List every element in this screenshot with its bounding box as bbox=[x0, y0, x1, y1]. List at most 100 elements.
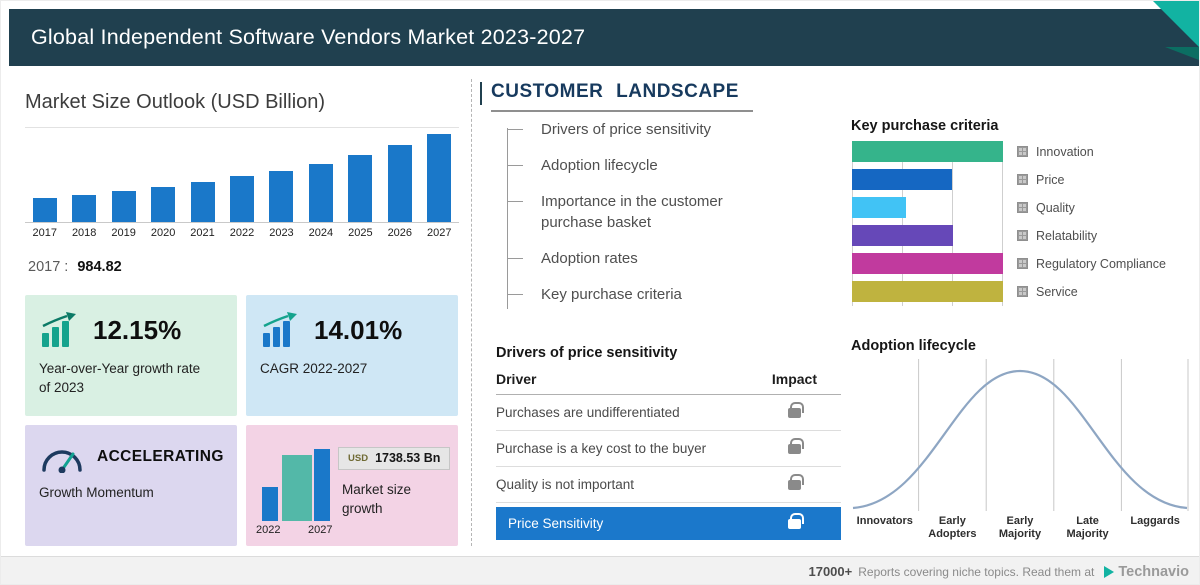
market-size-bar bbox=[308, 164, 333, 222]
price-driver-row[interactable]: Price Sensitivity bbox=[496, 507, 841, 540]
price-drivers-table-header: Driver Impact bbox=[496, 369, 841, 395]
market-size-bar-column bbox=[25, 198, 64, 222]
purchase-criteria-chart bbox=[852, 141, 1003, 306]
market-growth-card: 2022 2027 USD 1738.53 Bn Market size gro… bbox=[246, 425, 458, 546]
price-driver-row: Purchases are undifferentiated bbox=[496, 395, 841, 431]
market-size-bar-column bbox=[64, 195, 103, 222]
customer-landscape-title: CUSTOMER LANDSCAPE bbox=[491, 81, 753, 112]
adoption-stage-label: Early Majority bbox=[998, 515, 1042, 540]
mini-year-end: 2027 bbox=[308, 524, 333, 536]
badge-value: 1738.53 Bn bbox=[375, 451, 441, 465]
year-tick-label: 2017 bbox=[32, 227, 57, 239]
technavio-mark-icon bbox=[1104, 565, 1115, 578]
year-tick-label: 2019 bbox=[111, 227, 136, 239]
criteria-bar bbox=[852, 169, 952, 190]
criteria-bar bbox=[852, 197, 907, 218]
price-drivers-title: Drivers of price sensitivity bbox=[496, 345, 678, 361]
driver-label: Price Sensitivity bbox=[508, 516, 604, 531]
adoption-stage-label: Late Majority bbox=[1066, 515, 1109, 540]
market-growth-label: Market size growth bbox=[342, 482, 412, 516]
market-size-bar-column bbox=[183, 182, 222, 222]
market-size-bar bbox=[229, 176, 254, 222]
market-size-bar-column bbox=[380, 145, 419, 222]
cagr-chart-icon bbox=[263, 312, 297, 347]
market-size-bar-column bbox=[301, 164, 340, 222]
section-divider bbox=[471, 79, 472, 546]
criteria-bar-row bbox=[852, 253, 1003, 274]
customer-landscape-item: Adoption rates bbox=[507, 248, 817, 269]
market-size-bar-column bbox=[341, 155, 380, 222]
year-tick-label: 2024 bbox=[308, 227, 334, 239]
impact-column-header: Impact bbox=[771, 371, 817, 387]
criteria-bar-row bbox=[852, 169, 1003, 190]
year-tick-label: 2027 bbox=[427, 227, 452, 239]
legend-label: Relatability bbox=[1036, 228, 1098, 243]
criteria-bar bbox=[852, 281, 1003, 302]
bar-2022 bbox=[262, 487, 278, 521]
legend-label: Price bbox=[1036, 172, 1065, 187]
market-size-year-axis: 2017 2018 2019 2020 2021 2022 2023 2024 2025 2026… bbox=[25, 227, 459, 239]
market-size-bar bbox=[111, 191, 136, 222]
page-title: Global Independent Software Vendors Mark… bbox=[31, 25, 586, 49]
driver-column-header: Driver bbox=[496, 371, 537, 387]
customer-landscape-item: Importance in the customer purchase bask… bbox=[507, 191, 759, 233]
lock-icon bbox=[788, 473, 804, 490]
technavio-logo[interactable]: Technavio bbox=[1104, 564, 1189, 580]
badge-currency: USD bbox=[348, 452, 369, 464]
market-size-bar-column bbox=[104, 191, 143, 222]
year-tick-label: 2020 bbox=[150, 227, 176, 239]
driver-label: Quality is not important bbox=[496, 477, 635, 492]
market-size-bar bbox=[269, 171, 294, 222]
adoption-lifecycle-chart bbox=[851, 359, 1189, 511]
bell-curve-icon bbox=[852, 359, 1189, 511]
criteria-bar-row bbox=[852, 281, 1003, 302]
criteria-bar-row bbox=[852, 141, 1003, 162]
criteria-bar-row bbox=[852, 197, 1003, 218]
lock-icon bbox=[788, 401, 804, 418]
driver-label: Purchases are undifferentiated bbox=[496, 405, 680, 420]
legend-marker-icon bbox=[1017, 258, 1028, 269]
purchase-criteria-legend: Innovation Price Quality Relatability Regula… bbox=[1017, 141, 1166, 309]
legend-label: Innovation bbox=[1036, 144, 1094, 159]
year-tick-label: 2023 bbox=[269, 227, 294, 239]
market-size-bar bbox=[387, 145, 412, 222]
customer-landscape-list: Drivers of price sensitivity Adoption lif… bbox=[507, 119, 817, 320]
legend-marker-icon bbox=[1017, 174, 1028, 185]
yoy-growth-card: 12.15% Year-over-Year growth rate of 202… bbox=[25, 295, 237, 416]
year-tick-label: 2022 bbox=[229, 227, 255, 239]
momentum-label: Growth Momentum bbox=[39, 485, 154, 500]
price-drivers-table-body: Purchases are undifferentiated Purchase i… bbox=[496, 395, 841, 540]
base-year-value: 2017 : 984.82 bbox=[28, 259, 122, 275]
adoption-stage-label: Innovators bbox=[856, 515, 913, 527]
legend-marker-icon bbox=[1017, 286, 1028, 297]
footer-text: Reports covering niche topics. Read them… bbox=[858, 564, 1095, 579]
purchase-criteria-title: Key purchase criteria bbox=[851, 118, 999, 134]
base-year-label: 2017 : bbox=[28, 259, 69, 275]
chart-gridline bbox=[902, 141, 903, 306]
legend-item: Regulatory Compliance bbox=[1017, 253, 1166, 274]
customer-landscape-item: Adoption lifecycle bbox=[507, 155, 817, 176]
growth-mini-chart bbox=[260, 445, 334, 521]
criteria-bar bbox=[852, 225, 954, 246]
criteria-bar-row bbox=[852, 225, 1003, 246]
market-size-bar-column bbox=[143, 187, 182, 222]
mini-year-start: 2022 bbox=[256, 524, 281, 536]
growth-delta-bar bbox=[282, 455, 312, 521]
price-driver-row: Purchase is a key cost to the buyer bbox=[496, 431, 841, 467]
adoption-stage-label: Early Adopters bbox=[928, 515, 977, 540]
chart-gridline bbox=[852, 141, 853, 306]
stat-cards: 12.15% Year-over-Year growth rate of 202… bbox=[25, 295, 459, 546]
customer-landscape-item: Key purchase criteria bbox=[507, 284, 817, 305]
market-size-bar bbox=[151, 187, 176, 222]
legend-item: Innovation bbox=[1017, 141, 1166, 162]
legend-label: Service bbox=[1036, 284, 1078, 299]
market-size-chart bbox=[25, 133, 459, 223]
title-divider-line bbox=[25, 127, 459, 128]
market-size-bar-column bbox=[222, 176, 261, 222]
base-year-number: 984.82 bbox=[77, 259, 122, 275]
legend-marker-icon bbox=[1017, 230, 1028, 241]
market-size-bar-column bbox=[262, 171, 301, 222]
growth-chart-icon bbox=[42, 312, 76, 347]
market-size-bar bbox=[348, 155, 373, 222]
